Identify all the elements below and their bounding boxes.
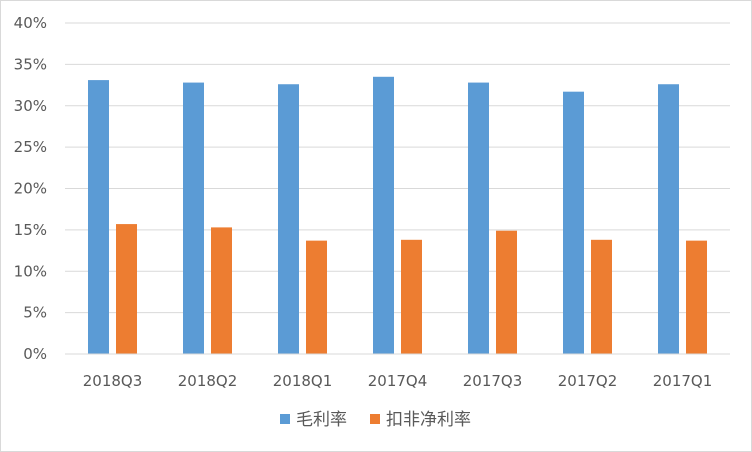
bar-net-margin-2017Q3 (496, 230, 517, 354)
y-tick-label: 0% (23, 345, 47, 363)
x-tick-label: 2018Q2 (178, 372, 238, 390)
legend-label-gross-margin: 毛利率 (296, 410, 347, 430)
bar-gross-margin-2018Q3 (88, 80, 109, 354)
bar-gross-margin-2018Q2 (183, 82, 204, 354)
bar-gross-margin-2017Q1 (658, 84, 679, 355)
x-axis-ticks: 2018Q3 2018Q2 2018Q1 2017Q4 2017Q3 2017Q2 2017… (65, 353, 730, 390)
x-tick-label: 2017Q1 (653, 372, 713, 390)
y-tick-label: 15% (14, 221, 47, 239)
x-tick-label: 2017Q3 (463, 372, 523, 390)
bar-net-margin-2017Q4 (401, 239, 422, 354)
bar-net-margin-2017Q1 (686, 240, 707, 354)
bar-gross-margin-2017Q2 (563, 91, 584, 355)
legend-swatch-net-margin (370, 414, 380, 424)
y-tick-label: 30% (14, 97, 47, 115)
x-tick-label: 2017Q2 (558, 372, 618, 390)
y-tick-label: 10% (14, 262, 47, 280)
legend-swatch-gross-margin (280, 414, 290, 424)
y-tick-label: 40% (14, 14, 47, 32)
y-tick-label: 20% (14, 180, 47, 198)
bar-gross-margin-2017Q3 (468, 82, 489, 354)
y-axis-ticks: 0% 5% 10% 15% 20% 25% 30% 35% 40% (14, 14, 47, 363)
bar-net-margin-2018Q3 (116, 224, 137, 354)
bar-net-margin-2018Q1 (306, 240, 327, 354)
x-tick-label: 2018Q3 (83, 372, 143, 390)
x-tick-label: 2017Q4 (368, 372, 428, 390)
legend: 毛利率 扣非净利率 (280, 410, 471, 430)
gridlines (65, 22, 730, 355)
bars (88, 76, 707, 355)
bar-net-margin-2018Q2 (211, 227, 232, 354)
x-tick-label: 2018Q1 (273, 372, 333, 390)
y-tick-label: 5% (23, 304, 47, 322)
y-tick-label: 35% (14, 55, 47, 73)
legend-label-net-margin: 扣非净利率 (386, 410, 471, 430)
bar-net-margin-2017Q2 (591, 239, 612, 354)
bar-gross-margin-2017Q4 (373, 76, 394, 354)
bar-gross-margin-2018Q1 (278, 84, 299, 355)
y-tick-label: 25% (14, 138, 47, 156)
